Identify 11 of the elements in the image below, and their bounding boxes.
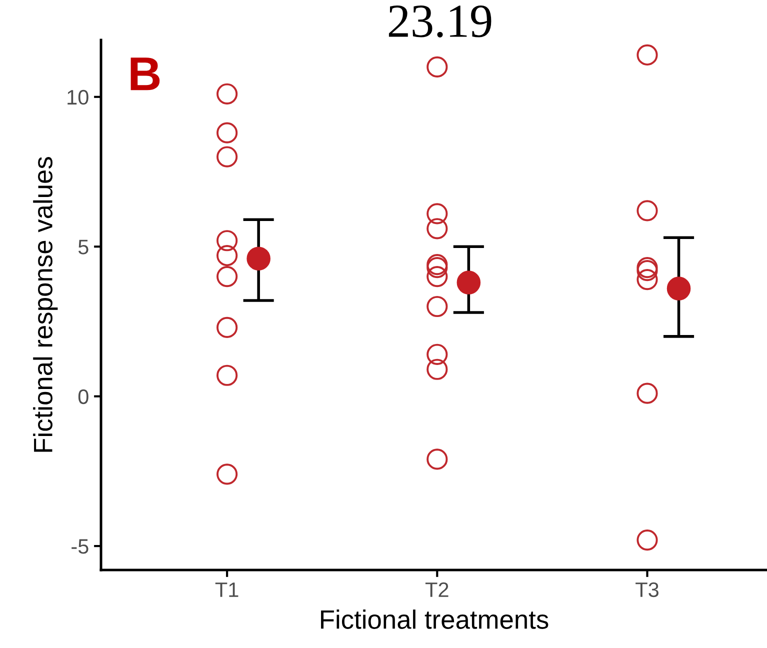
chart-title: 23.19 — [388, 6, 492, 38]
y-axis-title: Fictional response values — [33, 157, 58, 452]
y-tick-label: 0 — [78, 389, 88, 404]
y-tick-label: -5 — [72, 539, 88, 554]
x-axis-title: Fictional treatments — [321, 610, 548, 629]
x-tick-label: T3 — [636, 582, 658, 598]
y-tick-label: 10 — [68, 90, 88, 105]
x-tick-label: T1 — [215, 582, 238, 597]
y-tick-label: 5 — [78, 240, 88, 254]
annotation: B — [130, 58, 160, 90]
x-tick-label: T2 — [425, 582, 448, 597]
